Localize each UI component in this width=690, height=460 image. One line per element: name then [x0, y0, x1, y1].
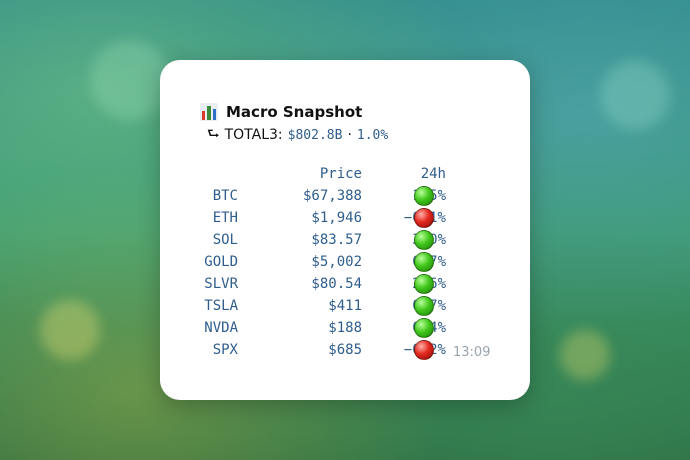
header-24h: 24h [420, 166, 446, 182]
row-symbol: SOL [212, 232, 238, 248]
background-bokeh [560, 330, 610, 380]
message-timestamp: 13:09 [453, 345, 491, 360]
green-circle-icon [414, 318, 434, 338]
green-circle-icon [414, 274, 434, 294]
green-circle-icon [414, 230, 434, 250]
row-price: $411 [328, 298, 362, 314]
row-symbol: NVDA [204, 320, 238, 336]
row-indicator [414, 340, 434, 360]
row-indicator [414, 296, 434, 316]
message-title-row: Macro Snapshot [200, 100, 362, 124]
reply-arrow-icon: ⮑ [207, 126, 220, 142]
row-symbol: SLVR [204, 276, 238, 292]
row-change: 1.5% [368, 188, 446, 204]
row-indicator [414, 186, 434, 206]
green-circle-icon [414, 296, 434, 316]
total-value: $802.8B [287, 127, 343, 143]
row-price: $685 [328, 342, 362, 358]
message-title: Macro Snapshot [226, 103, 363, 121]
row-price: $188 [328, 320, 362, 336]
row-change: 2.6% [368, 276, 446, 292]
row-indicator [414, 208, 434, 228]
row-change: 0.7% [368, 298, 446, 314]
header-price: Price [319, 166, 362, 182]
background-bokeh [90, 40, 170, 120]
row-symbol: BTC [212, 188, 238, 204]
bar-chart-icon [200, 103, 218, 121]
separator-dot: · [347, 127, 352, 143]
row-price: $67,388 [302, 188, 362, 204]
total-change: 1.0% [356, 127, 389, 143]
row-symbol: TSLA [204, 298, 238, 314]
row-price: $1,946 [311, 210, 362, 226]
row-indicator [414, 274, 434, 294]
row-symbol: GOLD [204, 254, 238, 270]
background-bokeh [40, 300, 100, 360]
red-circle-icon [414, 208, 434, 228]
row-price: $80.54 [311, 276, 362, 292]
row-indicator [414, 318, 434, 338]
row-price: $83.57 [311, 232, 362, 248]
row-symbol: SPX [212, 342, 238, 358]
green-circle-icon [414, 252, 434, 272]
row-change: −0.1% [368, 210, 446, 226]
row-change: 0.7% [368, 254, 446, 270]
total-line: ⮑ TOTAL3: $802.8B · 1.0% [207, 124, 388, 146]
row-indicator [414, 252, 434, 272]
row-change: −0.2% [368, 342, 446, 358]
background-bokeh [600, 60, 670, 130]
row-change: 0.4% [368, 320, 446, 336]
message-bubble[interactable]: Macro Snapshot ⮑ TOTAL3: $802.8B · 1.0% … [160, 60, 530, 400]
total-label: TOTAL3: [224, 127, 283, 143]
row-symbol: ETH [212, 210, 238, 226]
row-price: $5,002 [311, 254, 362, 270]
red-circle-icon [414, 340, 434, 360]
row-change: 3.0% [368, 232, 446, 248]
row-indicator [414, 230, 434, 250]
green-circle-icon [414, 186, 434, 206]
